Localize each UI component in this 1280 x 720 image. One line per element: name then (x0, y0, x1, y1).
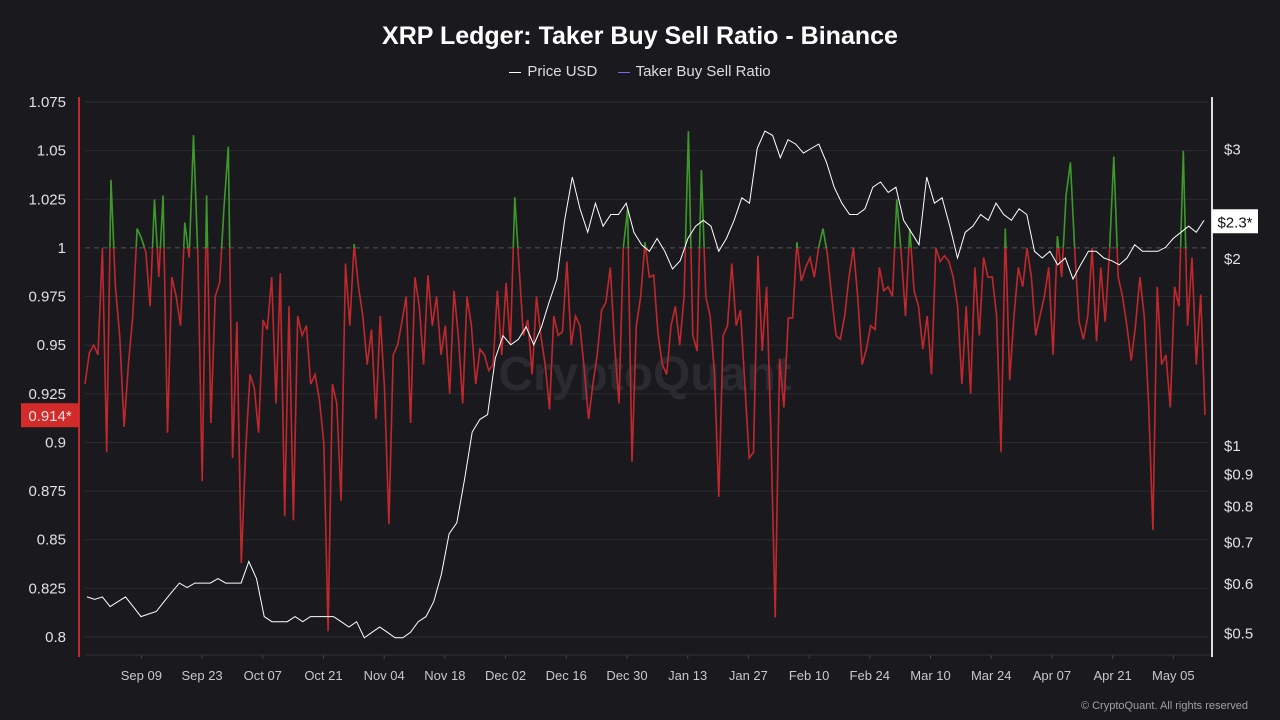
left-axis-tick: 1.025 (28, 191, 66, 208)
left-axis-tick: 1.05 (37, 143, 66, 160)
right-axis-tick: $0.5 (1224, 625, 1253, 642)
left-axis-tick: 0.825 (28, 580, 66, 597)
x-axis-tick: Jan 13 (668, 668, 707, 683)
x-axis-tick: Mar 10 (910, 668, 950, 683)
right-axis-tick: $0.9 (1224, 467, 1253, 484)
right-axis-tick: $0.6 (1224, 576, 1253, 593)
ratio-line-above-1 (101, 131, 1187, 248)
x-axis-tick: Apr 21 (1093, 668, 1131, 683)
x-axis-tick: Feb 24 (850, 668, 890, 683)
x-axis-tick: Dec 30 (606, 668, 647, 683)
left-axis-tick: 0.925 (28, 386, 66, 403)
chart-title: XRP Ledger: Taker Buy Sell Ratio - Binan… (382, 22, 898, 50)
legend-item-ratio[interactable]: Taker Buy Sell Ratio (617, 63, 771, 80)
left-axis-tick: 1 (58, 240, 66, 257)
x-axis-tick: Mar 24 (971, 668, 1011, 683)
right-axis-tick: $1 (1224, 438, 1241, 455)
current-ratio-label: 0.914* (28, 408, 72, 425)
x-axis-tick: May 05 (1152, 668, 1195, 683)
legend-label-ratio: Taker Buy Sell Ratio (635, 63, 771, 80)
x-axis-tick: Sep 23 (181, 668, 222, 683)
x-axis-tick: Jan 27 (729, 668, 768, 683)
legend-swatch-price (509, 71, 522, 73)
price-line (86, 130, 1205, 639)
left-axis-tick: 0.8 (45, 629, 66, 646)
right-axis-tick: $2 (1224, 251, 1241, 268)
left-axis-tick: 0.95 (37, 337, 66, 354)
left-axis-tick: 0.9 (45, 434, 66, 451)
watermark: CryptoQuant (498, 348, 791, 401)
legend-swatch-ratio (617, 71, 630, 73)
current-price-label: $2.3* (1217, 214, 1252, 231)
x-axis-tick: Oct 21 (304, 668, 342, 683)
left-axis-tick: 1.075 (28, 94, 66, 111)
right-axis-tick: $0.8 (1224, 498, 1253, 515)
left-axis-tick: 0.85 (37, 532, 66, 549)
x-axis-tick: Dec 02 (485, 668, 526, 683)
x-axis-tick: Nov 04 (364, 668, 405, 683)
ratio-line-below-1 (84, 247, 1206, 632)
x-axis-tick: Sep 09 (121, 668, 162, 683)
x-axis-tick: Feb 10 (789, 668, 829, 683)
left-axis-tick: 0.975 (28, 289, 66, 306)
x-axis-tick: Oct 07 (244, 668, 282, 683)
x-axis-tick: Dec 16 (546, 668, 587, 683)
x-axis-tick: Nov 18 (424, 668, 465, 683)
left-axis-tick: 0.875 (28, 483, 66, 500)
legend-item-price[interactable]: Price USD (509, 63, 597, 80)
current-ratio-badge (21, 403, 79, 428)
current-price-badge (1212, 209, 1258, 234)
right-axis-tick: $0.7 (1224, 534, 1253, 551)
right-axis-tick: $3 (1224, 142, 1241, 159)
copyright-footer: © CryptoQuant. All rights reserved (1080, 700, 1248, 712)
legend-label-price: Price USD (527, 63, 598, 80)
x-axis-tick: Apr 07 (1033, 668, 1071, 683)
legend: Price USD Taker Buy Sell Ratio (0, 63, 1280, 80)
